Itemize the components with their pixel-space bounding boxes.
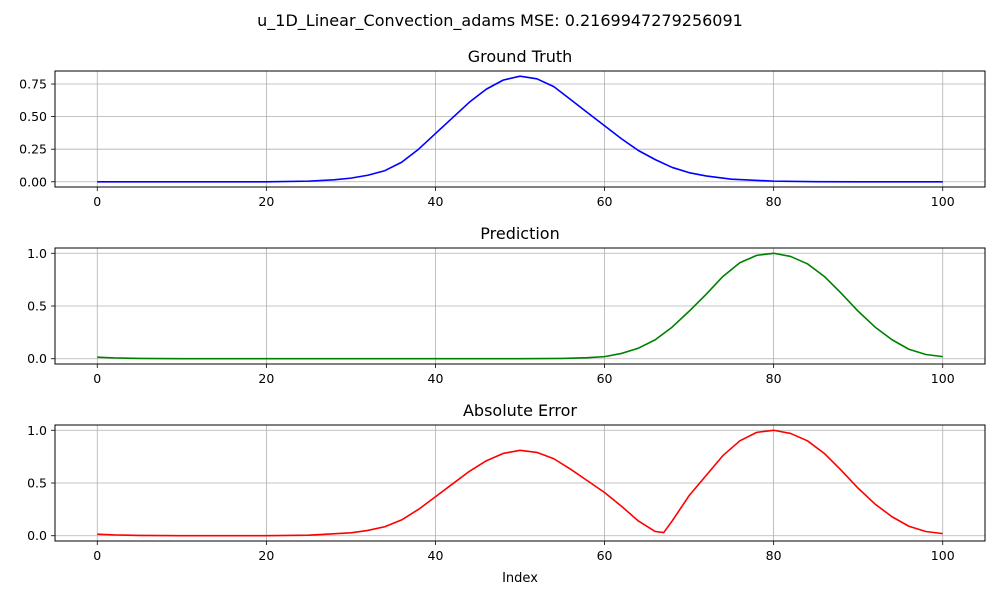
absolute-error-x-tick-label: 40 xyxy=(428,548,444,563)
prediction-x-tick-label: 60 xyxy=(597,371,613,386)
ground-truth-panel: 0 20 40 60 80 100 0.00 0.25 0.50 0.75 Ground Trut… xyxy=(19,47,986,209)
ground-truth-x-tick-label: 0 xyxy=(93,194,101,209)
absolute-error-ticks: 0 20 40 60 80 100 0.0 0.5 1.0 xyxy=(27,423,955,563)
absolute-error-x-axis-label: Index xyxy=(502,571,538,586)
absolute-error-x-tick-label: 100 xyxy=(931,548,955,563)
prediction-ticks: 0 20 40 60 80 100 0.0 0.5 1.0 xyxy=(27,246,955,386)
prediction-series-line xyxy=(97,252,943,360)
prediction-x-tick-label: 0 xyxy=(93,371,101,386)
prediction-y-tick-label: 0.5 xyxy=(27,299,47,314)
prediction-x-tick-label: 40 xyxy=(428,371,444,386)
ground-truth-x-tick-label: 20 xyxy=(258,194,274,209)
prediction-x-tick-label: 80 xyxy=(766,371,782,386)
absolute-error-x-tick-label: 0 xyxy=(93,548,101,563)
figure-suptitle: u_1D_Linear_Convection_adams MSE: 0.2169… xyxy=(257,11,743,31)
absolute-error-y-tick-label: 1.0 xyxy=(27,423,47,438)
absolute-error-series-line xyxy=(97,429,943,537)
absolute-error-x-tick-label: 20 xyxy=(258,548,274,563)
ground-truth-axes-frame xyxy=(54,70,986,188)
prediction-x-tick-label: 100 xyxy=(931,371,955,386)
ground-truth-y-tick-label: 0.75 xyxy=(19,77,47,92)
ground-truth-y-tick-label: 0.25 xyxy=(19,142,47,157)
absolute-error-x-tick-label: 80 xyxy=(766,548,782,563)
absolute-error-panel: 0 20 40 60 80 100 0.0 0.5 1.0 Absolute Error Ind… xyxy=(27,401,986,586)
ground-truth-x-tick-label: 40 xyxy=(428,194,444,209)
ground-truth-x-tick-label: 100 xyxy=(931,194,955,209)
ground-truth-x-tick-label: 60 xyxy=(597,194,613,209)
absolute-error-x-tick-label: 60 xyxy=(597,548,613,563)
absolute-error-title: Absolute Error xyxy=(463,401,577,420)
ground-truth-title: Ground Truth xyxy=(468,47,573,66)
ground-truth-y-tick-label: 0.00 xyxy=(19,174,47,189)
prediction-x-tick-label: 20 xyxy=(258,371,274,386)
ground-truth-series-line xyxy=(97,75,943,183)
prediction-panel: 0 20 40 60 80 100 0.0 0.5 1.0 Prediction xyxy=(27,224,986,386)
absolute-error-y-tick-label: 0.0 xyxy=(27,528,47,543)
ground-truth-x-tick-label: 80 xyxy=(766,194,782,209)
prediction-y-tick-label: 0.0 xyxy=(27,351,47,366)
prediction-title: Prediction xyxy=(480,224,559,243)
absolute-error-y-tick-label: 0.5 xyxy=(27,476,47,491)
ground-truth-ticks: 0 20 40 60 80 100 0.00 0.25 0.50 0.75 xyxy=(19,77,955,209)
ground-truth-y-tick-label: 0.50 xyxy=(19,109,47,124)
prediction-y-tick-label: 1.0 xyxy=(27,246,47,261)
